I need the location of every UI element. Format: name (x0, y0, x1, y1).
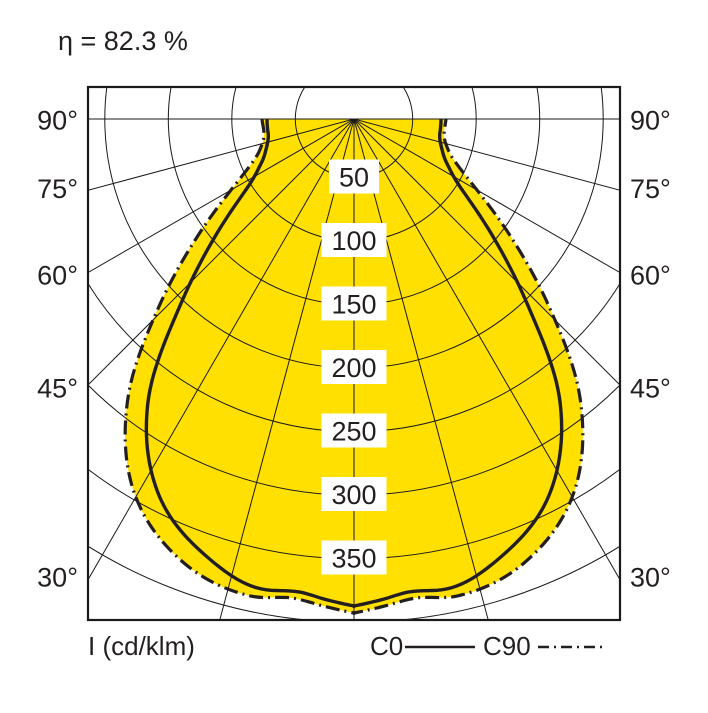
svg-text:300: 300 (331, 480, 376, 510)
svg-text:100: 100 (331, 226, 376, 256)
svg-text:60°: 60° (37, 261, 78, 291)
svg-text:350: 350 (331, 544, 376, 574)
svg-text:45°: 45° (37, 374, 78, 404)
svg-text:250: 250 (331, 417, 376, 447)
svg-text:75°: 75° (37, 174, 78, 204)
svg-text:I (cd/klm): I (cd/klm) (88, 631, 195, 661)
svg-text:45°: 45° (630, 374, 671, 404)
svg-text:30°: 30° (37, 562, 78, 592)
svg-text:90°: 90° (37, 105, 78, 135)
svg-text:60°: 60° (630, 261, 671, 291)
svg-text:C90: C90 (483, 631, 531, 661)
svg-text:50: 50 (339, 163, 369, 193)
svg-text:200: 200 (331, 353, 376, 383)
svg-text:30°: 30° (630, 562, 671, 592)
svg-text:150: 150 (331, 290, 376, 320)
svg-text:90°: 90° (630, 105, 671, 135)
svg-text:75°: 75° (630, 174, 671, 204)
svg-text:C0: C0 (370, 631, 403, 661)
svg-text:η = 82.3 %: η = 82.3 % (58, 26, 188, 56)
